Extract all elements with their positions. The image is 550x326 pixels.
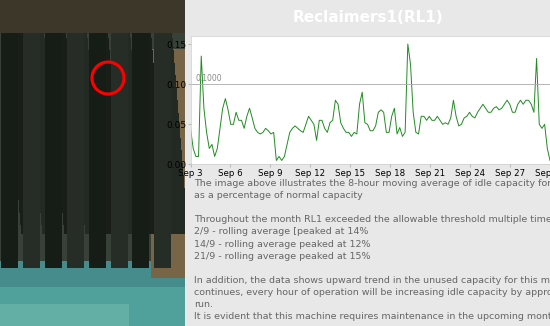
Text: 0.1000: 0.1000 [196, 74, 223, 82]
Text: Reclaimers1(RL1): Reclaimers1(RL1) [292, 10, 443, 25]
Text: The image above illustrates the 8-hour moving average of idle capacity for Recla: The image above illustrates the 8-hour m… [194, 179, 550, 321]
